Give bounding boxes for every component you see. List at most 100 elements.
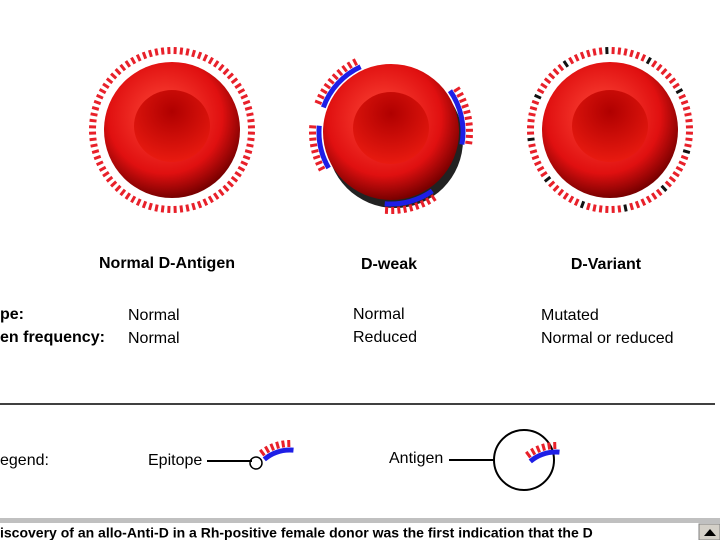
epitope (573, 53, 580, 62)
epitope (684, 112, 692, 117)
epitope (397, 206, 401, 214)
epitope (110, 72, 118, 80)
epitope (311, 149, 319, 154)
epitope (89, 137, 97, 142)
epitope (568, 56, 575, 65)
epitope (341, 64, 348, 73)
row-label: en frequency: (0, 329, 105, 346)
epitope (530, 447, 537, 456)
epitope (461, 103, 469, 109)
epitope (645, 56, 652, 65)
epitope (309, 137, 317, 141)
epitope (672, 170, 680, 178)
epitope (226, 180, 234, 188)
epitope (660, 184, 668, 192)
epitope (191, 49, 196, 58)
epitope (464, 115, 472, 121)
epitope (617, 205, 622, 213)
epitope (226, 72, 234, 80)
epitope (529, 106, 538, 111)
epitope (533, 160, 542, 167)
epitope (465, 122, 473, 126)
epitope (314, 99, 323, 105)
epitope (540, 82, 548, 90)
epitope (264, 445, 271, 454)
antigen-band (447, 89, 466, 145)
epitope-value: Mutated (541, 307, 599, 324)
epitope (586, 49, 591, 58)
epitope (259, 448, 266, 457)
epitope (568, 195, 575, 204)
epitope (598, 47, 603, 55)
epitope (90, 143, 98, 148)
epitope (105, 175, 114, 183)
epitope (244, 106, 253, 111)
epitope (222, 184, 230, 192)
epitope (557, 63, 565, 72)
epitope (102, 170, 110, 178)
epitope (528, 112, 536, 117)
status-bar (0, 518, 720, 523)
epitope (543, 77, 552, 85)
epitope (202, 198, 209, 207)
epitope (247, 137, 255, 142)
epitope (540, 170, 548, 178)
epitope (650, 60, 658, 68)
epitope (528, 143, 536, 148)
epitope (456, 91, 464, 98)
epitope (525, 450, 532, 459)
epitope (212, 60, 220, 68)
epitope (672, 82, 680, 90)
epitope (536, 165, 545, 172)
epitope (196, 51, 203, 60)
epitope (141, 200, 148, 209)
epitope (623, 204, 628, 212)
epitope (629, 49, 634, 58)
antigen-band (320, 64, 362, 109)
epitope (408, 204, 414, 212)
antigen-band (262, 447, 294, 462)
epitope (130, 195, 137, 204)
epitope (114, 184, 122, 192)
epitope (179, 47, 184, 55)
epitope (346, 61, 353, 70)
epitope (135, 53, 142, 62)
epitope (336, 68, 344, 77)
epitope (640, 53, 647, 62)
epitope (634, 200, 641, 209)
epitope (552, 68, 560, 76)
epitope (148, 49, 153, 58)
epitope (592, 204, 597, 212)
epitope-value: Normal (128, 307, 180, 324)
epitope (650, 192, 658, 200)
epitope (535, 445, 541, 453)
frequency-value: Normal (128, 330, 180, 347)
epitope (682, 149, 691, 154)
epitope (579, 200, 586, 209)
epitope (242, 99, 251, 106)
epitope (124, 60, 132, 68)
epitope (660, 68, 668, 76)
antigen-band (316, 125, 331, 170)
epitope (217, 188, 225, 197)
epitope (317, 165, 326, 172)
epitope (95, 160, 104, 167)
epitope (246, 112, 254, 117)
epitope (465, 140, 473, 145)
epitope (678, 93, 687, 100)
epitope-value: Normal (353, 306, 405, 323)
epitope (130, 56, 137, 65)
epitope (234, 170, 242, 178)
epitope (242, 154, 251, 161)
legend-icons (259, 439, 560, 464)
epitope (91, 106, 100, 111)
epitope (533, 93, 542, 100)
epitope (315, 160, 323, 166)
cells (89, 47, 693, 215)
epitope (95, 93, 104, 100)
epitope (414, 202, 420, 210)
epitope (281, 440, 286, 448)
cell-label: Normal D-Antigen (99, 255, 235, 272)
epitope (675, 165, 684, 172)
